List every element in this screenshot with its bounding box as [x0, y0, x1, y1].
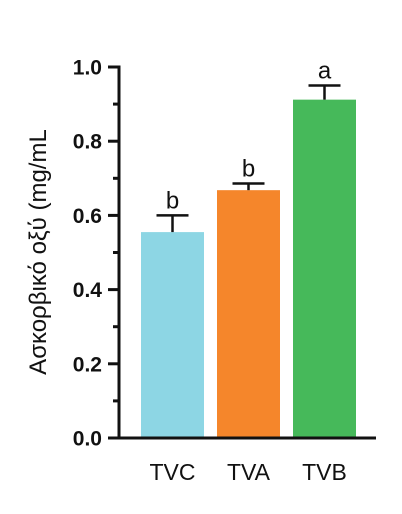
bar-tvc [141, 232, 204, 438]
y-tick-label: 0.6 [73, 205, 102, 228]
significance-label-tvb: a [318, 58, 332, 85]
bars [141, 99, 356, 438]
y-axis-title: Ασκορβικό οξύ (mg/mL [25, 129, 52, 375]
y-tick-label: 0.4 [73, 279, 103, 302]
x-tick-label-tvc: TVC [150, 459, 196, 485]
y-tick-label: 0.2 [73, 353, 102, 376]
significance-label-tva: b [242, 155, 255, 182]
y-tick-label: 0.8 [73, 131, 103, 154]
significance-label-tvc: b [166, 187, 179, 214]
x-tick-label-tvb: TVB [302, 459, 347, 485]
bar-tvb [293, 99, 356, 438]
y-axis: 0.0 0.2 0.4 0.6 0.8 1.0 [73, 57, 121, 451]
significance-labels: b b a [166, 58, 332, 215]
y-tick-label: 1.0 [73, 57, 102, 80]
x-tick-label-tva: TVA [227, 459, 271, 485]
y-tick-label: 0.0 [73, 428, 102, 451]
x-axis: TVC TVA TVB [117, 436, 376, 485]
error-bars [156, 84, 341, 233]
bar-tva [217, 190, 280, 438]
